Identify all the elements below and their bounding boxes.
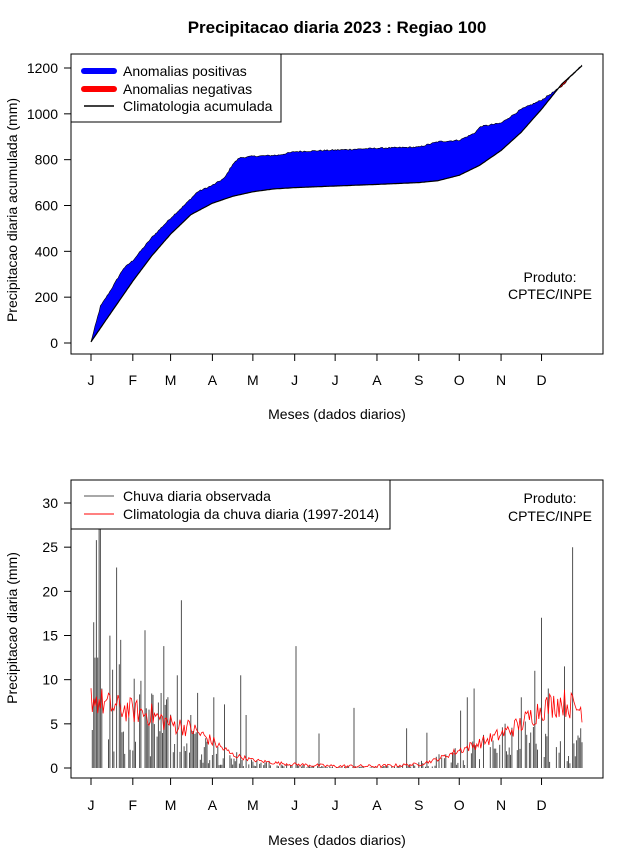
x-tick-label: M bbox=[165, 372, 177, 388]
daily-data-layer bbox=[90, 507, 583, 769]
x-tick-label: J bbox=[88, 372, 95, 388]
x-tick-label: N bbox=[496, 372, 506, 388]
cumulative-x-label: Meses (dados diarios) bbox=[268, 406, 406, 422]
positive-anomaly-area bbox=[91, 64, 582, 342]
figure-title: Precipitacao diaria 2023 : Regiao 100 bbox=[188, 18, 487, 37]
climatology-daily-line bbox=[90, 688, 583, 769]
x-tick-label: N bbox=[496, 797, 506, 813]
climatology-cumulative-line bbox=[90, 65, 583, 343]
x-tick-label: J bbox=[332, 797, 339, 813]
cumulative-y-label: Precipitacao diaria acumulada (mm) bbox=[4, 98, 20, 322]
x-tick-label: D bbox=[536, 372, 546, 388]
daily-x-label: Meses (dados diarios) bbox=[268, 832, 406, 848]
legend-label-positive: Anomalias positivas bbox=[123, 63, 247, 79]
y-tick-label: 15 bbox=[42, 628, 58, 644]
y-tick-label: 0 bbox=[50, 760, 58, 776]
legend-label-observed: Chuva diaria observada bbox=[123, 488, 271, 504]
x-tick-label: O bbox=[454, 372, 465, 388]
legend-label-climatology: Climatologia acumulada bbox=[123, 98, 273, 114]
cumulative-plot-frame bbox=[70, 53, 604, 355]
legend-label-daily-climatology: Climatologia da chuva diaria (1997-2014) bbox=[123, 506, 379, 522]
y-tick-label: 600 bbox=[35, 198, 59, 214]
y-tick-label: 1000 bbox=[27, 106, 58, 122]
y-tick-label: 10 bbox=[42, 672, 58, 688]
product-note-line2-top: CPTEC/INPE bbox=[508, 286, 592, 302]
daily-y-label: Precipitacao diaria (mm) bbox=[4, 552, 20, 704]
y-tick-label: 400 bbox=[35, 243, 59, 259]
daily-legend: Chuva diaria observada Climatologia da c… bbox=[70, 479, 391, 530]
cumulative-data-layer bbox=[90, 64, 583, 343]
observed-cumulative-line bbox=[90, 64, 583, 342]
y-tick-label: 0 bbox=[50, 335, 58, 351]
x-tick-label: F bbox=[129, 372, 138, 388]
y-tick-label: 1200 bbox=[27, 60, 58, 76]
x-tick-label: A bbox=[372, 797, 382, 813]
y-tick-label: 800 bbox=[35, 152, 59, 168]
cumulative-legend: Anomalias positivas Anomalias negativas … bbox=[70, 53, 282, 123]
y-tick-label: 25 bbox=[42, 539, 58, 555]
x-tick-label: J bbox=[291, 797, 298, 813]
x-tick-label: A bbox=[208, 797, 218, 813]
x-tick-label: A bbox=[372, 372, 382, 388]
daily-y-axis: 0 5 10 15 20 25 30 bbox=[42, 495, 71, 776]
x-tick-label: M bbox=[165, 797, 177, 813]
y-tick-label: 200 bbox=[35, 289, 59, 305]
x-tick-label: F bbox=[129, 797, 138, 813]
product-note-line1-top: Produto: bbox=[524, 269, 577, 285]
daily-legend-box bbox=[70, 479, 391, 530]
x-tick-label: S bbox=[414, 372, 423, 388]
x-tick-label: M bbox=[247, 372, 259, 388]
x-tick-label: O bbox=[454, 797, 465, 813]
x-tick-label: M bbox=[247, 797, 259, 813]
product-note-line2-bottom: CPTEC/INPE bbox=[508, 508, 592, 524]
y-tick-label: 20 bbox=[42, 583, 58, 599]
x-tick-label: D bbox=[536, 797, 546, 813]
y-tick-label: 5 bbox=[50, 716, 58, 732]
x-tick-label: J bbox=[332, 372, 339, 388]
x-tick-label: J bbox=[291, 372, 298, 388]
x-tick-label: A bbox=[208, 372, 218, 388]
legend-label-negative: Anomalias negativas bbox=[123, 81, 252, 97]
daily-panel: 0 5 10 15 20 25 30 J F M A M J J A S O N D Meses (dados d… bbox=[4, 479, 604, 848]
x-tick-label: J bbox=[88, 797, 95, 813]
x-tick-label: S bbox=[414, 797, 423, 813]
y-tick-label: 30 bbox=[42, 495, 58, 511]
cumulative-y-axis: 0 200 400 600 800 1000 1200 bbox=[27, 60, 71, 351]
cumulative-panel: 0 200 400 600 800 1000 1200 J F M A M J J A S O N D Meses… bbox=[4, 53, 604, 422]
product-note-line1-bottom: Produto: bbox=[524, 490, 577, 506]
